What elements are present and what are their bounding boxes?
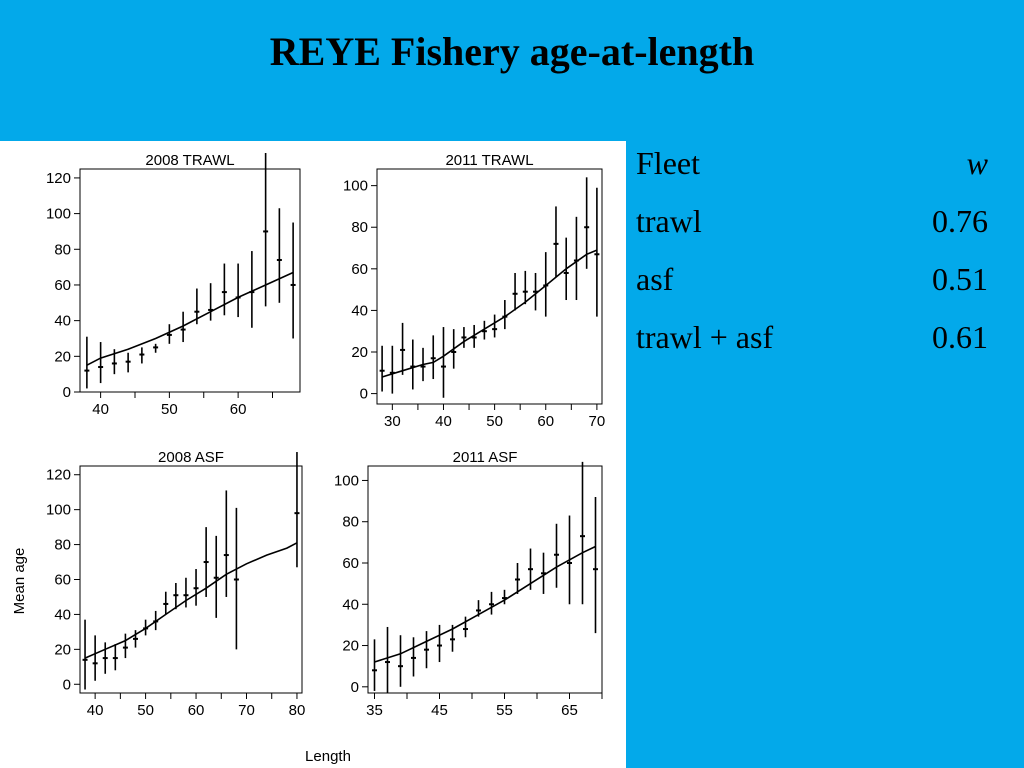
fitted-line	[381, 249, 598, 378]
y-tick-label: 20	[54, 348, 71, 365]
y-tick-label: 60	[54, 277, 71, 294]
weight-cell: 0.51	[932, 261, 988, 297]
x-tick-label: 65	[561, 702, 578, 719]
table-header-row: Fleet w	[636, 140, 988, 198]
fleet-cell: asf	[636, 261, 674, 297]
slide-title: REYE Fishery age-at-length	[269, 29, 755, 74]
x-tick-label: 60	[230, 401, 247, 418]
y-tick-label: 20	[342, 638, 359, 655]
y-tick-label: 80	[351, 219, 368, 236]
weight-header: w	[966, 145, 988, 181]
chart-panel-1	[74, 152, 301, 398]
chart-area: 2008 TRAWL 0 20 40 60 80 100 120 40 50 60 2011 TRAW…	[0, 141, 626, 768]
x-tick-label: 35	[366, 702, 383, 719]
weights-table: Fleet w trawl 0.76 asf 0.51 trawl + asf …	[636, 140, 988, 372]
weight-cell: 0.76	[932, 203, 988, 239]
x-tick-label: 40	[92, 401, 109, 418]
panel-title: 2008 ASF	[158, 449, 224, 466]
panel-title: 2011 ASF	[453, 449, 518, 466]
y-tick-label: 0	[351, 679, 359, 696]
plot-frame	[376, 168, 603, 405]
x-tick-label: 60	[188, 702, 205, 719]
y-tick-label: 100	[343, 178, 368, 195]
x-tick-label: 50	[486, 413, 503, 430]
table-row: trawl + asf 0.61	[636, 314, 988, 372]
y-tick-label: 60	[342, 555, 359, 572]
y-tick-label: 120	[46, 467, 71, 484]
x-axis-label: Length	[305, 748, 351, 765]
y-tick-label: 0	[63, 384, 71, 401]
y-tick-label: 40	[54, 606, 71, 623]
x-tick-label: 50	[137, 702, 154, 719]
y-tick-label: 0	[360, 386, 368, 403]
y-axis-label: Mean age	[11, 548, 28, 615]
chart-panel-3	[74, 452, 303, 699]
age-at-length-figure: 2008 TRAWL 0 20 40 60 80 100 120 40 50 60 2011 TRAW…	[11, 152, 606, 765]
panel-title: 2008 TRAWL	[145, 152, 234, 169]
y-tick-label: 80	[54, 537, 71, 554]
x-tick-label: 55	[496, 702, 513, 719]
y-tick-label: 60	[54, 572, 71, 589]
x-tick-label: 30	[384, 413, 401, 430]
x-tick-label: 70	[238, 702, 255, 719]
fleet-cell: trawl + asf	[636, 319, 774, 355]
y-tick-label: 20	[351, 344, 368, 361]
y-tick-label: 100	[46, 206, 71, 223]
x-tick-label: 70	[589, 413, 606, 430]
y-tick-label: 100	[46, 502, 71, 519]
y-tick-label: 120	[46, 170, 71, 187]
chart-panel-4	[362, 461, 603, 699]
x-tick-label: 80	[289, 702, 306, 719]
y-tick-label: 0	[63, 676, 71, 693]
x-tick-label: 40	[87, 702, 104, 719]
y-tick-label: 20	[54, 641, 71, 658]
x-tick-label: 50	[161, 401, 178, 418]
table-row: asf 0.51	[636, 256, 988, 314]
fitted-line	[374, 545, 596, 663]
panel-title: 2011 TRAWL	[445, 152, 533, 169]
plot-frame	[367, 465, 603, 694]
y-tick-label: 40	[351, 302, 368, 319]
chart-panel-2	[371, 168, 603, 410]
fleet-header: Fleet	[636, 145, 700, 181]
y-tick-label: 40	[342, 596, 359, 613]
y-tick-label: 80	[54, 241, 71, 258]
fitted-line	[86, 271, 294, 366]
y-tick-label: 100	[334, 472, 359, 489]
x-tick-label: 40	[435, 413, 452, 430]
weight-cell: 0.61	[932, 319, 988, 355]
fleet-cell: trawl	[636, 203, 702, 239]
plot-frame	[79, 168, 301, 393]
fitted-line	[84, 542, 298, 659]
y-tick-label: 40	[54, 313, 71, 330]
x-tick-label: 60	[537, 413, 554, 430]
y-tick-label: 60	[351, 261, 368, 278]
table-row: trawl 0.76	[636, 198, 988, 256]
y-tick-label: 80	[342, 514, 359, 531]
x-tick-label: 45	[431, 702, 448, 719]
